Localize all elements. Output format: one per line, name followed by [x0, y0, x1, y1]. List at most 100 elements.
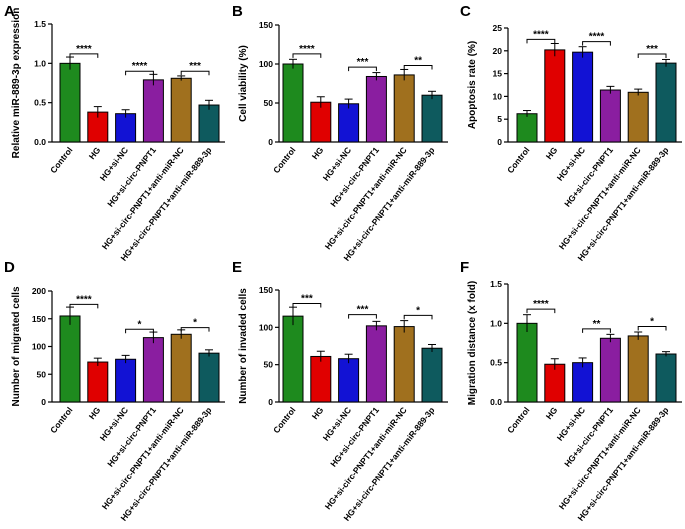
y-tick-label: 100 — [32, 342, 46, 352]
bar — [421, 94, 443, 143]
category-label: HG+si-circ-PNPT1 — [328, 405, 381, 469]
significance-bracket — [125, 70, 154, 76]
panel-letter: D — [4, 259, 15, 276]
bar — [87, 361, 109, 403]
y-tick-label: 5 — [497, 114, 502, 124]
category-label: HG+si-circ-PNPT1 — [562, 405, 615, 469]
bar — [170, 77, 192, 143]
bar — [282, 315, 304, 403]
significance-label: **** — [533, 299, 549, 310]
significance-bracket — [292, 302, 322, 308]
y-tick-label: 0.5 — [34, 98, 46, 108]
category-label: HG — [544, 405, 560, 422]
bar — [655, 62, 677, 143]
bar — [516, 113, 538, 143]
bar — [170, 333, 192, 403]
significance-label: **** — [589, 32, 605, 43]
significance-label: *** — [357, 305, 369, 316]
significance-label: * — [650, 316, 654, 327]
bar — [310, 355, 332, 403]
bar — [115, 113, 137, 143]
significance-label: **** — [299, 44, 315, 55]
bar — [142, 79, 164, 143]
y-tick-label: 0 — [497, 137, 502, 147]
panel-letter: E — [232, 259, 242, 276]
bar — [338, 358, 360, 403]
y-tick-label: 200 — [32, 286, 46, 296]
category-label: Control — [48, 145, 74, 175]
panel-d: D Number of migrated cells 0 50 100 150 200 Con… — [4, 259, 225, 523]
significance-bracket — [526, 308, 556, 314]
bar — [627, 91, 649, 143]
bar — [572, 362, 594, 403]
y-tick-label: 25 — [493, 23, 503, 33]
bar — [282, 63, 304, 143]
y-tick-label: 15 — [493, 69, 503, 79]
category-label: HG+si-circ-PNPT1 — [105, 405, 158, 469]
significance-bracket — [69, 303, 99, 309]
y-tick-label: 10 — [493, 91, 503, 101]
y-tick-label: 1.0 — [490, 318, 502, 328]
significance-label: * — [138, 319, 142, 330]
y-tick-label: 0.0 — [490, 397, 502, 407]
y-tick-label: 150 — [32, 314, 46, 324]
category-label: HG — [87, 145, 103, 162]
panel-letter: C — [460, 3, 471, 20]
y-tick-label: 50 — [264, 98, 274, 108]
y-tick-label: 1.5 — [34, 19, 46, 29]
category-label: Control — [48, 405, 74, 435]
significance-bracket — [637, 53, 667, 58]
y-tick-label: 150 — [259, 20, 273, 30]
bar — [393, 74, 415, 143]
significance-bracket — [582, 41, 611, 46]
significance-label: **** — [533, 29, 549, 40]
y-tick-label: 20 — [493, 46, 503, 56]
category-label: Control — [271, 405, 297, 435]
bar — [59, 315, 81, 403]
bar — [59, 62, 81, 143]
bar — [365, 325, 387, 403]
category-label: Control — [505, 145, 531, 175]
y-axis-label: Number of migrated cells — [11, 286, 22, 406]
category-label: HG — [310, 145, 326, 162]
significance-label: *** — [646, 44, 658, 55]
y-axis-label: Cell viability (%) — [238, 45, 249, 122]
y-axis-label: Migration distance (x fold) — [467, 281, 478, 405]
bar — [198, 352, 220, 403]
bar — [627, 335, 649, 403]
panel-e: E Number of invaded cells 0 50 100 150 Control… — [232, 259, 448, 523]
y-tick-label: 0.0 — [34, 137, 46, 147]
bar — [599, 337, 621, 403]
bar — [655, 353, 677, 403]
bar — [544, 49, 566, 143]
y-tick-label: 100 — [259, 59, 273, 69]
y-axis-label: Apoptosis rate (%) — [467, 41, 478, 129]
bar — [544, 363, 566, 403]
significance-bracket — [348, 66, 377, 72]
bar — [142, 337, 164, 403]
significance-bracket — [582, 328, 611, 333]
significance-label: ** — [414, 56, 422, 67]
significance-label: *** — [189, 61, 201, 72]
y-axis-label: Number of invaded cells — [238, 288, 249, 404]
y-tick-label: 0 — [41, 397, 46, 407]
y-tick-label: 50 — [37, 369, 47, 379]
significance-label: **** — [76, 294, 92, 305]
bar — [198, 104, 220, 143]
significance-label: * — [416, 305, 420, 316]
category-label: HG+si-circ-PNPT1 — [562, 145, 615, 209]
y-tick-label: 50 — [264, 360, 274, 370]
significance-label: ** — [593, 319, 601, 330]
significance-label: * — [193, 318, 197, 329]
significance-bracket — [348, 314, 377, 319]
category-label: HG+si-circ-PNPT1 — [328, 145, 381, 209]
y-tick-label: 0.5 — [490, 358, 502, 368]
significance-bracket — [180, 327, 210, 332]
significance-label: **** — [76, 44, 92, 55]
significance-bracket — [403, 314, 433, 320]
y-axis-label: Relative miR-889-3p expression — [11, 8, 22, 159]
panel-b: B Cell viability (%) 0 50 100 150 Control HGHG+… — [232, 3, 448, 263]
panel-letter: B — [232, 3, 243, 20]
